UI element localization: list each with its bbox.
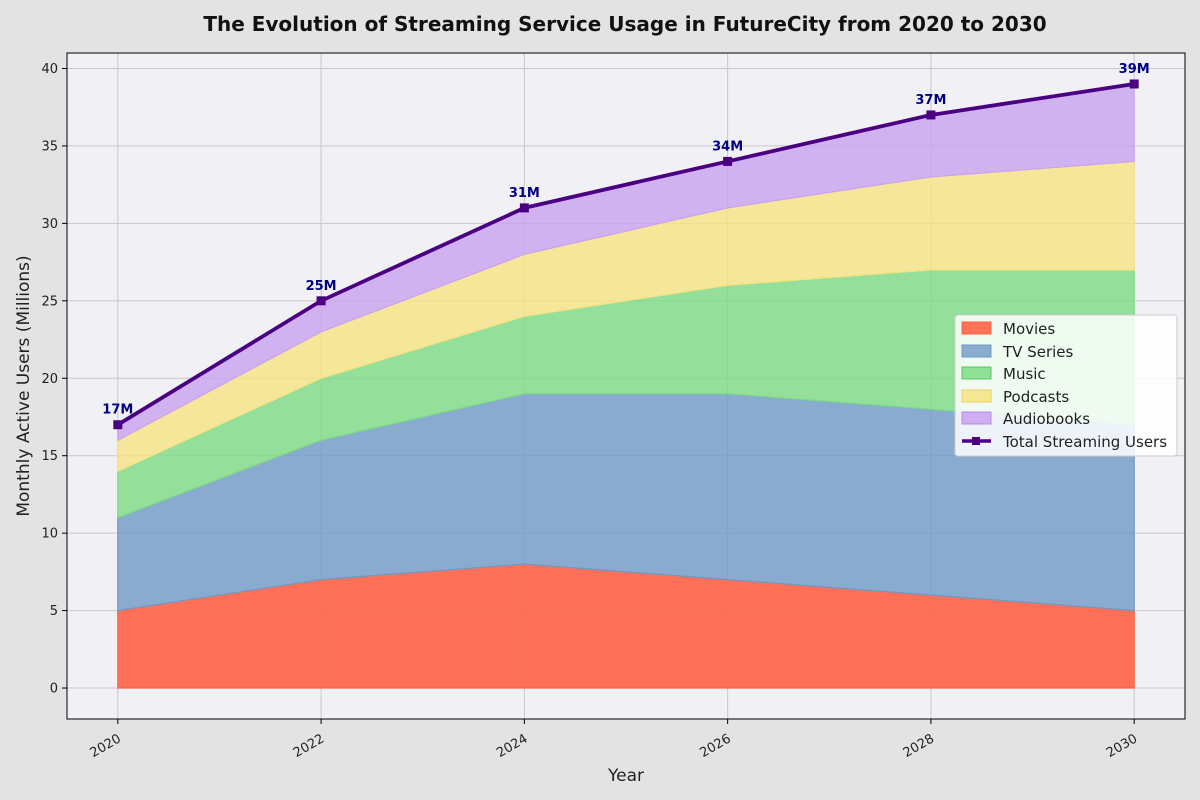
data-label-2028: 37M [915, 93, 946, 108]
x-axis-ticks: 2020 2022 2024 2026 2028 2030 [88, 719, 1140, 761]
legend-label-tv-series: TV Series [1002, 343, 1074, 361]
legend-box [954, 314, 1178, 457]
total-marker-2030 [1129, 79, 1139, 89]
legend-swatch-audiobooks [961, 411, 992, 425]
y-tick-label-0: 0 [50, 682, 58, 697]
y-tick-label-25: 25 [41, 294, 58, 309]
legend-label-music: Music [1003, 365, 1046, 383]
data-label-2026: 34M [712, 139, 743, 154]
y-tick-label-5: 5 [50, 604, 58, 619]
data-label-2024: 31M [509, 186, 540, 201]
legend-swatch-podcasts [961, 389, 992, 403]
legend-label-podcasts: Podcasts [1003, 388, 1069, 406]
total-marker-2024 [519, 203, 529, 213]
total-marker-2028 [926, 110, 936, 120]
legend-label-movies: Movies [1003, 320, 1055, 338]
x-tick-label-2020: 2020 [88, 731, 124, 761]
y-axis-title: Monthly Active Users (Millions) [14, 255, 34, 516]
data-label-2022: 25M [306, 279, 337, 294]
x-axis-title: Year [607, 766, 644, 786]
y-axis-ticks: 0 5 10 15 20 25 30 35 40 [41, 62, 67, 697]
x-tick-label-2022: 2022 [291, 731, 327, 761]
legend: Movies TV Series Music Podcasts Audioboo… [954, 314, 1178, 457]
stacked-areas [117, 83, 1135, 689]
y-tick-label-35: 35 [41, 139, 58, 154]
x-tick-label-2024: 2024 [494, 731, 530, 761]
y-tick-label-20: 20 [41, 372, 58, 387]
y-tick-label-30: 30 [41, 217, 58, 232]
y-tick-label-10: 10 [41, 527, 58, 542]
x-tick-label-2026: 2026 [697, 731, 733, 761]
total-marker-2026 [723, 156, 733, 166]
data-label-2030: 39M [1119, 62, 1150, 77]
x-tick-label-2028: 2028 [901, 731, 937, 761]
legend-swatch-music [961, 366, 992, 380]
total-marker-2022 [316, 296, 326, 306]
legend-swatch-tv-series [961, 344, 992, 358]
x-tick-label-2030: 2030 [1104, 731, 1140, 761]
total-marker-2020 [113, 420, 123, 430]
chart-title: The Evolution of Streaming Service Usage… [203, 12, 1046, 36]
data-label-2020: 17M [102, 403, 133, 418]
y-tick-label-15: 15 [41, 449, 58, 464]
legend-swatch-movies [961, 321, 992, 335]
legend-label-audiobooks: Audiobooks [1003, 410, 1090, 428]
plot-frame [66, 52, 1186, 720]
y-tick-label-40: 40 [41, 62, 58, 77]
total-line-group: 17M 25M 31M 34M 37M 39M [102, 62, 1150, 430]
total-streaming-users-line [116, 82, 1135, 427]
legend-swatch-total-marker [972, 437, 980, 445]
legend-label-total: Total Streaming Users [1002, 433, 1167, 451]
